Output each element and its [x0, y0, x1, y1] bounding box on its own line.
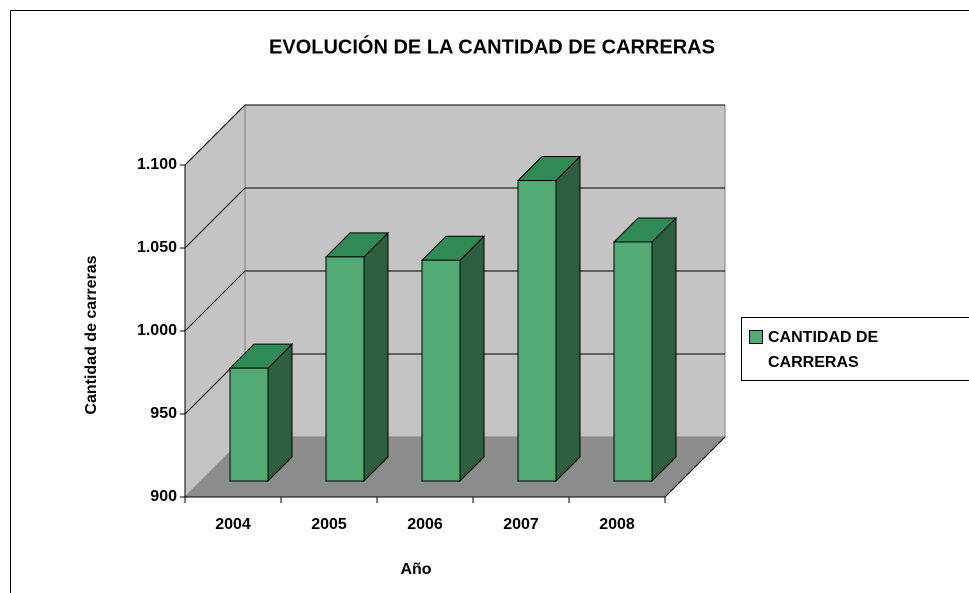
grid-line	[184, 187, 246, 249]
legend-label: CANTIDAD DE CARRERAS	[768, 329, 879, 371]
x-tick-label: 2004	[215, 516, 251, 533]
y-tick-label: 1.050	[137, 239, 177, 256]
bar	[229, 367, 269, 482]
y-tick-label: 900	[150, 488, 177, 505]
legend-swatch	[749, 330, 763, 344]
x-axis-label: Año	[400, 561, 431, 578]
bar	[325, 256, 365, 482]
y-tick-label: 1.100	[137, 156, 177, 173]
x-tick-label: 2007	[503, 516, 539, 533]
bar	[613, 241, 653, 482]
grid-line	[184, 104, 246, 166]
bar-side	[459, 235, 485, 483]
y-axis-label: Cantidad de carreras	[83, 255, 100, 414]
bar	[517, 180, 557, 482]
x-tick-label: 2008	[599, 516, 635, 533]
bar-side	[555, 155, 581, 483]
chart-title: EVOLUCIÓN DE LA CANTIDAD DE CARRERAS	[269, 34, 715, 58]
bar	[421, 259, 461, 482]
x-tick-label: 2006	[407, 516, 443, 533]
floor-edge	[664, 436, 726, 498]
bar-side	[651, 216, 677, 483]
x-tick-label: 2005	[311, 516, 347, 533]
y-tick-label: 1.000	[137, 322, 177, 339]
grid-line	[184, 270, 246, 332]
legend: CANTIDAD DE CARRERAS	[741, 317, 969, 381]
y-tick-label: 950	[150, 405, 177, 422]
bar-side	[363, 231, 389, 483]
